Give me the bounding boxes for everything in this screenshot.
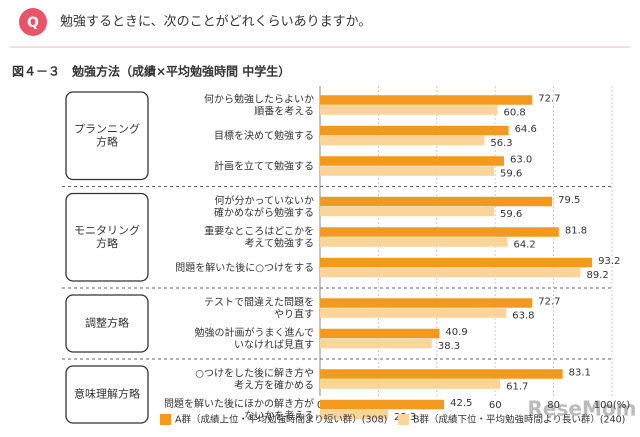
category-label-line: 問題を解いた後に○つけをする <box>175 261 314 274</box>
bar <box>320 196 553 207</box>
group-label: 調整方略 <box>85 316 129 330</box>
group-label-line: 方略 <box>96 134 118 148</box>
bar <box>320 328 440 339</box>
category-label: テストで間違えた問題をやり直す <box>204 295 314 320</box>
group-label: モニタリング方略 <box>74 223 140 250</box>
category-label-line: 計画を立てて勉強する <box>214 159 314 172</box>
value-label: 60.8 <box>504 107 526 118</box>
legend-label: A群（成績上位・平均勉強時間より短い群）(308) <box>175 414 387 426</box>
category-label-line: ○つけをした後に解き方や <box>195 366 314 379</box>
bar <box>320 409 389 420</box>
watermark: ReseMom <box>528 397 637 421</box>
group-label-line: 方略 <box>96 236 118 250</box>
bar <box>320 237 508 247</box>
bar <box>320 166 495 176</box>
value-label: 93.2 <box>598 256 620 267</box>
value-label: 81.8 <box>565 225 587 236</box>
value-label: 79.5 <box>558 195 580 206</box>
group-label-line: 調整方略 <box>85 316 129 330</box>
category-label: ○つけをした後に解き方や考え方を確かめる <box>195 366 314 391</box>
value-label: 42.5 <box>450 398 472 409</box>
category-label-line: いなければ見直す <box>234 338 314 351</box>
category-label: 目標を決めて勉強する <box>214 129 314 142</box>
legend-swatch <box>398 414 409 425</box>
category-label: 問題を解いた後に○つけをする <box>175 261 314 274</box>
bar <box>320 125 509 136</box>
category-label-line: 確かめながら勉強する <box>214 206 314 219</box>
group-box <box>65 365 149 424</box>
category-label-line: 勉強の計画がうまく進んで <box>195 326 315 339</box>
question-badge-circle <box>19 8 47 36</box>
bar <box>320 379 501 389</box>
bar <box>320 369 563 379</box>
category-label-line: 考え方を確かめる <box>234 378 314 391</box>
bar <box>320 338 432 349</box>
category-label-line: やり直す <box>274 307 314 320</box>
bar <box>320 135 485 146</box>
value-label: 59.6 <box>500 209 522 220</box>
group-box <box>65 91 149 181</box>
category-label-line: 何から勉強したらよいか <box>204 92 314 105</box>
bar <box>320 156 504 166</box>
group-label-line: モニタリング <box>74 223 140 237</box>
value-label: 63.8 <box>512 310 534 321</box>
category-label: 問題を解いた後にほかの解き方がないかを考える <box>164 397 314 422</box>
value-label: 72.7 <box>538 93 560 104</box>
value-label: 64.6 <box>515 124 537 135</box>
category-label: 計画を立てて勉強する <box>214 159 314 172</box>
bar <box>320 298 533 308</box>
group-label: 意味理解方略 <box>74 387 140 401</box>
category-label-line: 目標を決めて勉強する <box>214 129 314 142</box>
category-label-line: 何が分かっていないか <box>215 194 315 207</box>
group-label-line: プランニング <box>74 121 140 135</box>
question-badge: Q <box>27 15 39 31</box>
category-label-line: テストで間違えた問題を <box>204 295 314 308</box>
legend-swatch <box>160 414 171 425</box>
value-label: 59.6 <box>500 168 522 179</box>
group-box <box>65 294 149 353</box>
category-label: 重要なところはどこかを考えて勉強する <box>204 224 314 249</box>
group-box <box>65 192 149 282</box>
bar <box>320 206 495 217</box>
category-label: 勉強の計画がうまく進んでいなければ見直す <box>195 326 315 351</box>
group-label: プランニング方略 <box>74 121 140 148</box>
x-tick-label: 60 <box>489 400 502 411</box>
category-label-line: 順番を考える <box>254 105 314 117</box>
category-label-line: 考えて勉強する <box>245 236 315 249</box>
chart-title: 図４－３ 勉強方法（成績×平均勉強時間 中学生） <box>12 64 290 79</box>
value-label: 38.3 <box>438 341 460 352</box>
category-label-line: 重要なところはどこかを <box>204 224 314 237</box>
category-label-line: 問題を解いた後にほかの解き方が <box>164 397 314 410</box>
category-label: 何が分かっていないか確かめながら勉強する <box>214 194 314 219</box>
bar <box>320 227 559 237</box>
value-label: 56.3 <box>490 138 512 149</box>
category-label-line: ないかを考える <box>244 410 314 422</box>
bar <box>320 308 507 318</box>
x-tick-label: 80 <box>547 400 560 411</box>
value-label: 72.7 <box>538 296 560 307</box>
value-label: 40.9 <box>445 327 467 338</box>
x-tick-label: 100(%) <box>594 400 630 411</box>
question: 勉強するときに、次のことがどれくらいありますか。 <box>60 14 371 30</box>
value-label: 61.7 <box>506 381 528 392</box>
category-label: 何から勉強したらよいか順番を考える <box>204 92 314 117</box>
value-label: 83.1 <box>569 367 591 378</box>
bar <box>320 105 498 115</box>
bar <box>320 257 593 268</box>
bar <box>320 399 445 410</box>
value-label: 63.0 <box>510 154 532 165</box>
bar <box>320 267 581 278</box>
bar <box>320 95 533 105</box>
group-label-line: 意味理解方略 <box>74 387 140 401</box>
value-label: 64.2 <box>513 239 535 250</box>
value-label: 89.2 <box>586 270 608 281</box>
legend-label: B群（成績下位・平均勉強時間より長い群）(240) <box>413 414 625 426</box>
